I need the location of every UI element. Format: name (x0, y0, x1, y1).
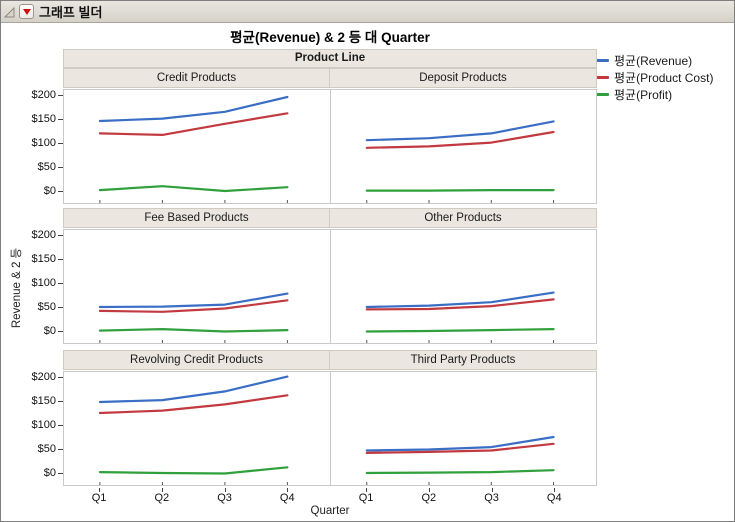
facet-header-row-3: Revolving Credit Products Third Party Pr… (63, 350, 597, 370)
y-tick-label: $0 (27, 325, 63, 337)
facet-header-other-products: Other Products (330, 208, 597, 228)
x-tick-label: Q2 (150, 488, 174, 504)
x-tick-label: Q4 (275, 488, 299, 504)
y-tick-label: $0 (27, 467, 63, 479)
facet-header-deposit-products: Deposit Products (330, 68, 597, 88)
legend: 평균(Revenue) 평균(Product Cost) 평균(Profit) (589, 52, 713, 103)
facet-header-credit-products: Credit Products (63, 68, 330, 88)
plot-row-1 (63, 89, 597, 204)
legend-item-product-cost[interactable]: 평균(Product Cost) (589, 69, 713, 86)
plot-row-3 (63, 371, 597, 486)
y-tick-label: $50 (27, 161, 63, 173)
panel-fee-based-products[interactable] (64, 230, 330, 343)
y-axis-ticks-row-2[interactable]: $200 $150 $100 $50 $0 (27, 229, 63, 344)
y-tick-label: $50 (27, 301, 63, 313)
y-tick-label: $100 (27, 277, 63, 289)
y-axis-ticks-row-1[interactable]: $200 $150 $100 $50 $0 (27, 89, 63, 204)
facet-header-fee-based-products: Fee Based Products (63, 208, 330, 228)
graph-area: Product Line Credit Products Deposit Pro… (63, 49, 597, 519)
report-title: 그래프 빌더 (39, 5, 103, 20)
x-axis-ticks-right[interactable]: Q1 Q2 Q3 Q4 (330, 488, 597, 505)
facet-header-third-party-products: Third Party Products (330, 350, 597, 370)
panel-credit-products[interactable] (64, 90, 330, 203)
profit-line-swatch (589, 93, 609, 96)
x-tick-label: Q4 (542, 488, 566, 504)
y-tick-label: $150 (27, 113, 63, 125)
y-tick-label: $100 (27, 137, 63, 149)
product-cost-line-swatch (589, 76, 609, 79)
x-axis-title[interactable]: Quarter (310, 505, 350, 517)
report-content: 평균(Revenue) & 2 등 대 Quarter 평균(Revenue) … (1, 23, 734, 521)
panel-third-party-products[interactable] (330, 372, 596, 485)
facet-header-revolving-credit-products: Revolving Credit Products (63, 350, 330, 370)
facet-header-row-2: Fee Based Products Other Products (63, 208, 597, 228)
group-header-product-line[interactable]: Product Line (63, 49, 597, 68)
x-tick-label: Q1 (354, 488, 378, 504)
legend-label: 평균(Revenue) (614, 54, 693, 68)
plot-row-2 (63, 229, 597, 344)
red-triangle-icon (22, 8, 31, 15)
y-tick-label: $50 (27, 443, 63, 455)
y-tick-label: $100 (27, 419, 63, 431)
panel-deposit-products[interactable] (330, 90, 596, 203)
y-tick-label: $200 (27, 89, 63, 101)
x-tick-label: Q2 (417, 488, 441, 504)
y-axis-title[interactable]: Revenue & 2 등 (11, 247, 23, 329)
legend-item-profit[interactable]: 평균(Profit) (589, 86, 713, 103)
report-titlebar: 그래프 빌더 (1, 1, 734, 23)
legend-item-revenue[interactable]: 평균(Revenue) (589, 52, 713, 69)
chart-title[interactable]: 평균(Revenue) & 2 등 대 Quarter (230, 30, 430, 45)
revenue-line-swatch (589, 59, 609, 62)
collapse-triangle-icon[interactable] (3, 3, 16, 20)
y-tick-label: $200 (27, 229, 63, 241)
y-tick-label: $200 (27, 371, 63, 383)
red-triangle-menu-button[interactable] (19, 4, 34, 19)
y-tick-label: $150 (27, 395, 63, 407)
x-tick-label: Q3 (480, 488, 504, 504)
facet-header-row-1: Credit Products Deposit Products (63, 68, 597, 88)
y-tick-label: $150 (27, 253, 63, 265)
y-axis-ticks-row-3[interactable]: $200 $150 $100 $50 $0 (27, 371, 63, 486)
x-axis-ticks-left[interactable]: Q1 Q2 Q3 Q4 (63, 488, 330, 505)
y-tick-label: $0 (27, 185, 63, 197)
x-tick-label: Q1 (87, 488, 111, 504)
legend-label: 평균(Product Cost) (614, 71, 714, 85)
legend-label: 평균(Profit) (614, 88, 673, 102)
panel-other-products[interactable] (330, 230, 596, 343)
panel-revolving-credit-products[interactable] (64, 372, 330, 485)
x-tick-label: Q3 (213, 488, 237, 504)
